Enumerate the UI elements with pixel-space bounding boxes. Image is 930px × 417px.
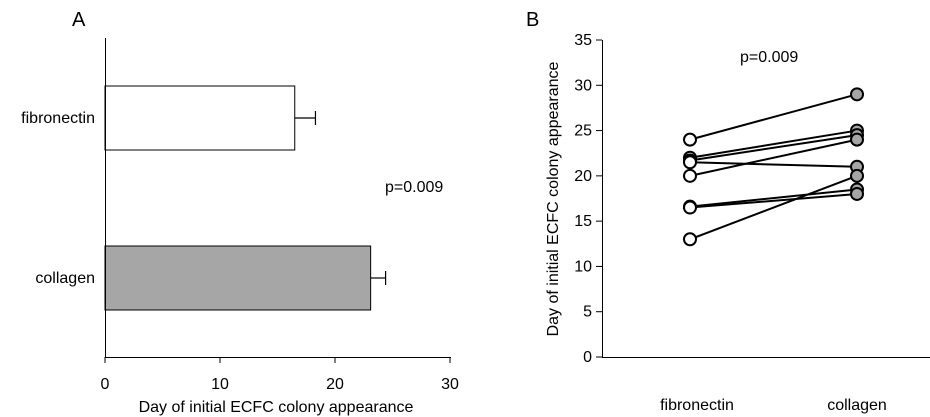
point-fibronectin-4: [683, 168, 697, 183]
bar-fibronectin: [104, 85, 296, 151]
panel-a-error-bars: [294, 111, 387, 285]
x-tick-label-30: 30: [441, 376, 459, 393]
panel-b: B 0 5 10 15 20 25 30 35 Day of initial ECFC col…: [526, 9, 930, 414]
category-label-fibronectin: fibronectin: [660, 397, 734, 414]
category-label-fibronectin: fibronectin: [21, 110, 95, 127]
pair-line-5: [689, 161, 858, 168]
x-tick-label-0: 0: [101, 376, 110, 393]
point-collagen-7: [850, 186, 864, 201]
panel-b-label: B: [526, 9, 539, 31]
x-tick-label-10: 10: [211, 376, 229, 393]
y-tick-label-20: 20: [574, 168, 592, 185]
category-label-collagen: collagen: [827, 397, 887, 414]
panel-a-bars: [104, 85, 372, 311]
point-fibronectin-7: [683, 200, 697, 215]
point-collagen-8: [850, 168, 864, 183]
pair-line-7: [689, 192, 858, 209]
pair-line-6: [689, 188, 858, 208]
panel-a-x-axis-label: Day of initial ECFC colony appearance: [139, 399, 414, 416]
pair-line-1: [689, 93, 858, 141]
y-tick-label-35: 35: [574, 32, 592, 49]
y-tick-label-15: 15: [574, 213, 592, 230]
y-tick-label-10: 10: [574, 258, 592, 275]
y-tick-label-0: 0: [583, 349, 592, 366]
y-tick-label-30: 30: [574, 77, 592, 94]
panel-b-p-value: p=0.009: [740, 49, 798, 66]
point-collagen-4: [850, 132, 864, 147]
point-collagen-1: [850, 87, 864, 102]
point-fibronectin-5: [683, 155, 697, 170]
panel-a-x-ticks: 0 10 20 30: [101, 357, 459, 393]
bar-collagen: [104, 245, 372, 311]
panel-b-points: [683, 87, 864, 247]
panel-b-lines: [689, 93, 858, 241]
panel-b-y-ticks: 0 5 10 15 20 25 30 35: [574, 32, 602, 366]
x-tick-label-20: 20: [326, 376, 344, 393]
y-tick-label-5: 5: [583, 304, 592, 321]
y-tick-label-25: 25: [574, 123, 592, 140]
pair-line-4: [689, 138, 858, 177]
category-label-collagen: collagen: [35, 270, 95, 287]
panel-b-category-labels: fibronectin collagen: [660, 397, 887, 414]
panel-b-y-axis-label: Day of initial ECFC colony appearance: [545, 62, 562, 337]
panel-a-category-labels: fibronectin collagen: [21, 110, 95, 287]
panel-a-label: A: [72, 9, 86, 31]
panel-a-p-value: p=0.009: [385, 179, 443, 196]
point-fibronectin-1: [683, 132, 697, 147]
pair-line-8: [689, 174, 858, 241]
panel-a: A 0 10 20 30 fibronectin collagen Day of ini…: [21, 9, 459, 416]
pair-line-2: [689, 129, 858, 159]
pair-line-3: [689, 134, 858, 162]
point-fibronectin-8: [683, 232, 697, 247]
